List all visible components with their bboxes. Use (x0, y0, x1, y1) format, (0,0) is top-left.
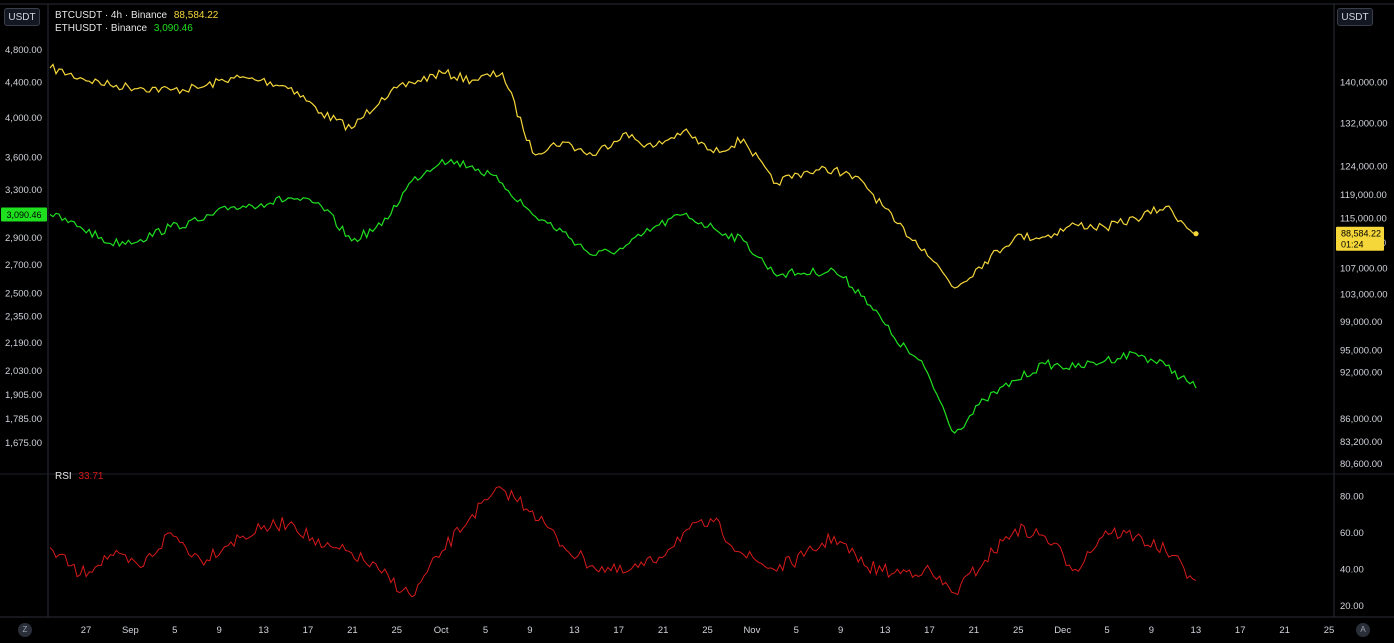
left-axis-tick-label: 2,700.00 (5, 260, 42, 271)
eth-last-price-badge-text: 3,090.46 (6, 210, 41, 220)
time-axis-tick-label: 5 (1104, 625, 1109, 636)
left-axis-tick-label: 4,000.00 (5, 113, 42, 124)
right-axis-tick-label: 83,200.00 (1340, 437, 1382, 448)
btc-last-price-badge (1336, 226, 1384, 251)
right-axis-tick-label: 86,000.00 (1340, 414, 1382, 425)
right-axis-tick-label: 140,000.00 (1340, 78, 1388, 89)
time-axis-tick-label: 13 (569, 625, 580, 636)
right-price-axis[interactable]: 140,000.00 132,000.00 124,000.00 119,000.00… (1340, 78, 1388, 470)
eth-legend-symbol: ETHUSDT · Binance (55, 23, 148, 34)
time-axis-tick-label: 25 (1324, 625, 1335, 636)
right-axis-tick-label: 124,000.00 (1340, 161, 1388, 172)
left-axis-tick-label: 2,190.00 (5, 338, 42, 349)
left-price-axis[interactable]: 4,800.00 4,400.00 4,000.00 3,600.00 3,300.00… (5, 45, 42, 449)
zoom-reset-button[interactable]: Z (18, 623, 32, 637)
btc-last-price-badge-text: 88,584.22 (1341, 229, 1381, 239)
right-axis-tick-label: 132,000.00 (1340, 118, 1388, 129)
left-axis-tick-label: 4,800.00 (5, 45, 42, 56)
right-axis-tick-label: 80,600.00 (1340, 459, 1382, 470)
time-axis-tick-label: 9 (527, 625, 532, 636)
time-axis-tick-label: 17 (924, 625, 935, 636)
right-axis-tick-label: 92,000.00 (1340, 368, 1382, 379)
time-axis[interactable]: 27 Sep 5 9 13 17 21 25 Oct 5 9 13 17 21 25 Nov 5 9 13 17 21 2… (81, 625, 1335, 636)
time-axis-tick-label: 17 (303, 625, 314, 636)
btc-last-price-dot (1193, 231, 1199, 237)
time-axis-tick-label: 27 (81, 625, 92, 636)
time-axis-tick-label: 13 (1191, 625, 1202, 636)
time-axis-tick-label: Dec (1054, 625, 1071, 636)
right-axis-tick-label: 95,000.00 (1340, 345, 1382, 356)
time-axis-tick-label: 13 (258, 625, 269, 636)
rsi-axis-tick-label: 80.00 (1340, 491, 1364, 502)
time-axis-tick-label: 25 (1013, 625, 1024, 636)
time-axis-tick-label: 9 (838, 625, 843, 636)
btc-price-line (49, 63, 1197, 289)
left-axis-tick-label: 2,350.00 (5, 312, 42, 323)
btc-countdown-timer: 01:24 (1341, 240, 1364, 250)
time-axis-tick-label: 5 (794, 625, 799, 636)
left-axis-tick-label: 1,905.00 (5, 390, 42, 401)
left-scale-unit-button[interactable]: USDT (4, 8, 40, 26)
time-axis-tick-label: 21 (1279, 625, 1290, 636)
time-axis-tick-label: Oct (434, 625, 449, 636)
eth-legend-value: 3,090.46 (153, 23, 193, 34)
rsi-legend-value: 33.71 (78, 471, 104, 482)
left-axis-tick-label: 2,500.00 (5, 289, 42, 300)
right-axis-tick-label: 99,000.00 (1340, 317, 1382, 328)
auto-scale-button[interactable]: A (1356, 623, 1370, 637)
right-axis-tick-label: 103,000.00 (1340, 290, 1388, 301)
time-axis-tick-label: 21 (658, 625, 669, 636)
time-axis-tick-label: 21 (347, 625, 358, 636)
time-axis-tick-label: 25 (391, 625, 402, 636)
rsi-legend[interactable]: RSI 33.71 (55, 471, 103, 482)
left-axis-tick-label: 4,400.00 (5, 78, 42, 89)
right-axis-tick-label: 107,000.00 (1340, 263, 1388, 274)
time-axis-tick-label: 5 (483, 625, 488, 636)
time-axis-tick-label: 9 (217, 625, 222, 636)
time-axis-tick-label: Sep (122, 625, 139, 636)
left-axis-tick-label: 3,300.00 (5, 185, 42, 196)
time-axis-tick-label: 5 (172, 625, 177, 636)
btc-legend-value: 88,584.22 (173, 10, 219, 21)
rsi-axis-tick-label: 60.00 (1340, 528, 1364, 539)
eth-last-price-badge (1, 207, 47, 222)
rsi-axis-tick-label: 40.00 (1340, 564, 1364, 575)
time-axis-tick-label: 25 (702, 625, 713, 636)
rsi-axis-tick-label: 20.00 (1340, 601, 1364, 612)
time-axis-tick-label: 9 (1149, 625, 1154, 636)
btc-legend[interactable]: BTCUSDT · 4h · Binance 88,584.22 (55, 10, 218, 21)
right-scale-unit-button[interactable]: USDT (1337, 8, 1373, 26)
left-axis-tick-label: 2,900.00 (5, 233, 42, 244)
left-axis-tick-label: 1,785.00 (5, 414, 42, 425)
time-axis-tick-label: 13 (880, 625, 891, 636)
time-axis-tick-label: Nov (743, 625, 760, 636)
eth-price-line (49, 158, 1197, 434)
left-axis-tick-label: 1,675.00 (5, 438, 42, 449)
right-axis-tick-label: 115,000.00 (1340, 214, 1387, 225)
time-axis-tick-label: 17 (1235, 625, 1246, 636)
left-axis-tick-label: 3,600.00 (5, 153, 42, 164)
right-axis-tick-label: 119,000.00 (1340, 190, 1387, 201)
rsi-legend-name: RSI (55, 471, 72, 482)
eth-legend[interactable]: ETHUSDT · Binance 3,090.46 (55, 23, 193, 34)
time-axis-tick-label: 21 (969, 625, 980, 636)
rsi-line (49, 486, 1197, 598)
time-axis-tick-label: 17 (613, 625, 624, 636)
left-axis-tick-label: 2,030.00 (5, 366, 42, 377)
rsi-axis[interactable]: 80.00 60.00 40.00 20.00 (1340, 491, 1364, 612)
btc-legend-symbol: BTCUSDT · 4h · Binance (55, 10, 168, 21)
